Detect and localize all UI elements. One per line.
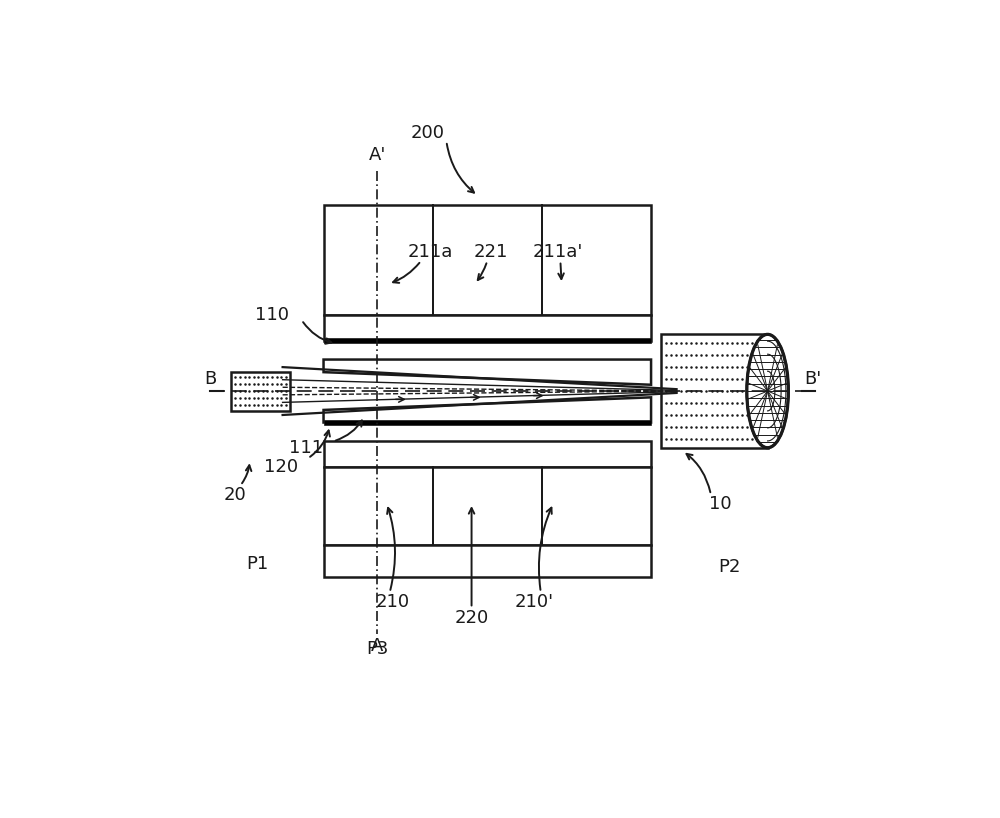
Bar (324, 466, 651, 546)
Text: 220: 220 (454, 609, 489, 627)
Bar (231, 371, 290, 411)
Bar (324, 442, 651, 466)
Text: P2: P2 (719, 559, 741, 577)
Text: A: A (371, 636, 383, 654)
Text: B': B' (804, 370, 821, 388)
Ellipse shape (747, 335, 788, 447)
Bar (324, 316, 651, 340)
Text: 110: 110 (255, 307, 289, 325)
Text: 111: 111 (289, 438, 324, 456)
Text: B: B (204, 370, 216, 388)
Text: 211a': 211a' (533, 244, 583, 262)
Text: 221: 221 (473, 244, 508, 262)
Text: 210: 210 (376, 593, 410, 611)
Text: 10: 10 (709, 496, 732, 514)
Text: 120: 120 (264, 457, 298, 475)
Text: 200: 200 (410, 124, 444, 142)
Text: A': A' (368, 146, 386, 164)
Text: P1: P1 (246, 555, 269, 573)
Text: 20: 20 (224, 486, 247, 504)
Bar (324, 338, 651, 344)
Bar (661, 335, 768, 447)
Text: 210': 210' (515, 593, 554, 611)
Text: 211a: 211a (408, 244, 453, 262)
Polygon shape (324, 398, 651, 423)
Bar (324, 420, 651, 425)
Polygon shape (324, 360, 651, 384)
Bar (324, 205, 651, 316)
Bar (324, 546, 651, 577)
Text: P3: P3 (366, 640, 388, 658)
